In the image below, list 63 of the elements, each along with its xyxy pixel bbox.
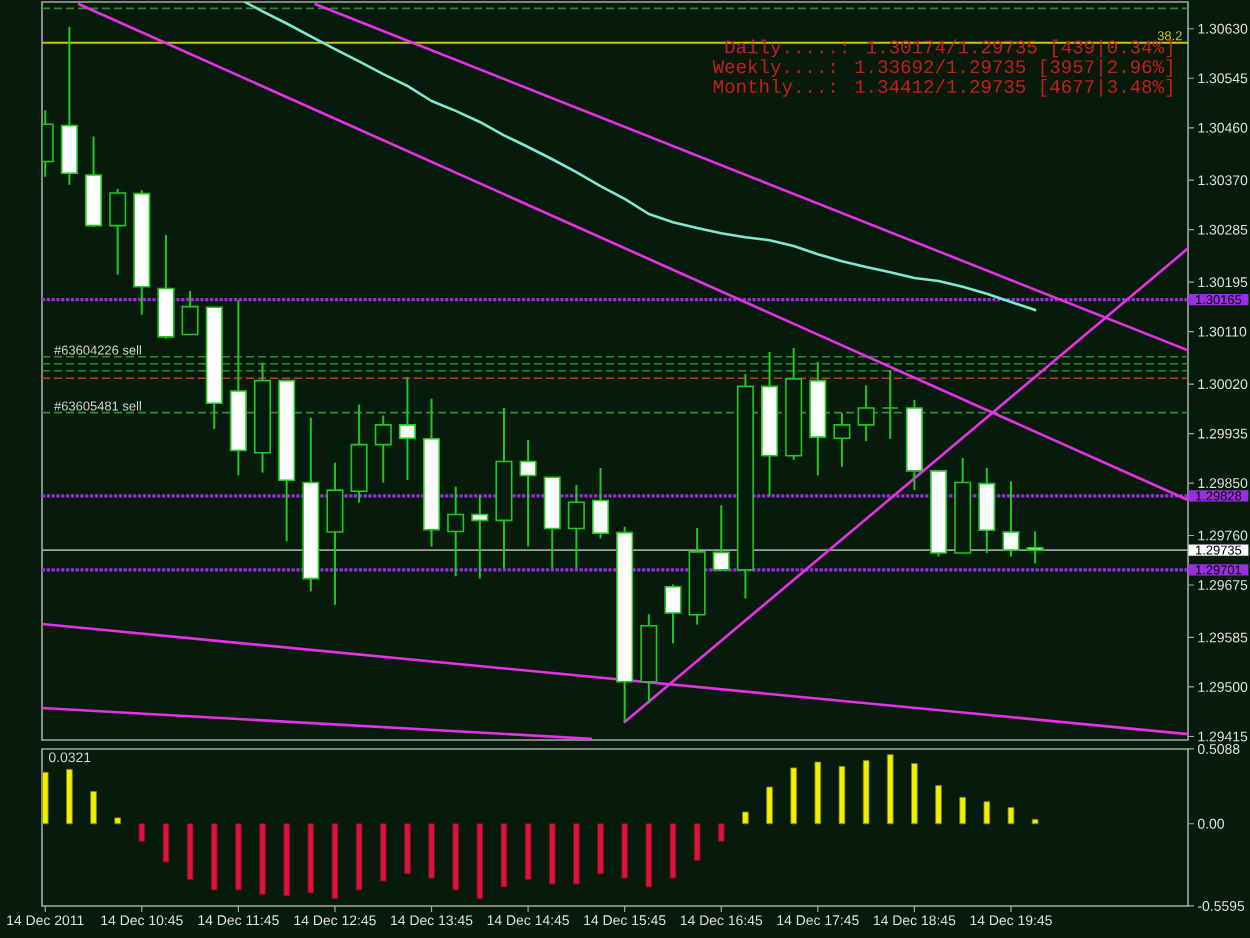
bar xyxy=(235,823,242,891)
bar xyxy=(693,823,701,861)
bar xyxy=(524,823,532,880)
bar xyxy=(669,823,677,879)
bar xyxy=(379,823,387,882)
bar xyxy=(814,761,822,825)
candlestick xyxy=(350,403,368,504)
bar xyxy=(500,823,508,888)
candlestick xyxy=(592,466,610,540)
bar xyxy=(742,811,749,825)
bar xyxy=(404,823,411,875)
candlestick xyxy=(471,494,489,580)
bar xyxy=(114,817,121,825)
bar xyxy=(573,823,580,885)
bar xyxy=(548,823,556,885)
bar xyxy=(621,823,628,879)
candlestick xyxy=(447,485,465,578)
bar xyxy=(476,823,484,900)
bar xyxy=(1031,818,1039,825)
candlestick xyxy=(857,384,875,443)
bar xyxy=(331,823,339,900)
candlestick xyxy=(1002,480,1020,558)
bar xyxy=(597,823,604,875)
candlestick xyxy=(664,583,682,645)
annotation: Weekly....: 1.33692/1.29735 [3957|2.96%] xyxy=(712,59,1172,78)
candlestick xyxy=(978,466,996,554)
bar xyxy=(838,766,846,825)
bar xyxy=(935,785,942,825)
bar xyxy=(717,823,725,842)
candlestick xyxy=(109,187,127,276)
bar xyxy=(452,823,459,891)
bar xyxy=(210,823,218,891)
candlestick xyxy=(1026,530,1044,565)
candlestick xyxy=(60,26,78,186)
bar xyxy=(66,768,73,825)
bar xyxy=(1007,807,1015,825)
candlestick xyxy=(712,504,730,571)
bar xyxy=(186,823,194,880)
bar xyxy=(355,823,363,891)
bar xyxy=(138,823,146,842)
bar xyxy=(162,823,170,863)
bar xyxy=(259,823,266,895)
candlestick xyxy=(398,376,416,482)
bar xyxy=(307,823,315,894)
bar xyxy=(886,754,894,825)
bar xyxy=(766,786,773,825)
bar xyxy=(983,801,991,825)
candlestick xyxy=(567,483,585,570)
bar xyxy=(428,823,435,879)
bar xyxy=(959,796,966,825)
candlestick xyxy=(181,289,199,336)
candlestick xyxy=(326,461,344,606)
bar xyxy=(862,760,870,825)
candlestick xyxy=(881,369,899,440)
candlestick xyxy=(374,414,392,484)
candlestick xyxy=(519,438,537,548)
bar xyxy=(911,763,918,825)
bar xyxy=(645,823,653,888)
bar xyxy=(790,767,797,825)
annotation: Monthly...: 1.34412/1.29735 [4677|3.48%] xyxy=(713,79,1172,97)
bar xyxy=(90,791,97,825)
candlestick xyxy=(833,412,851,468)
bar xyxy=(283,823,290,897)
